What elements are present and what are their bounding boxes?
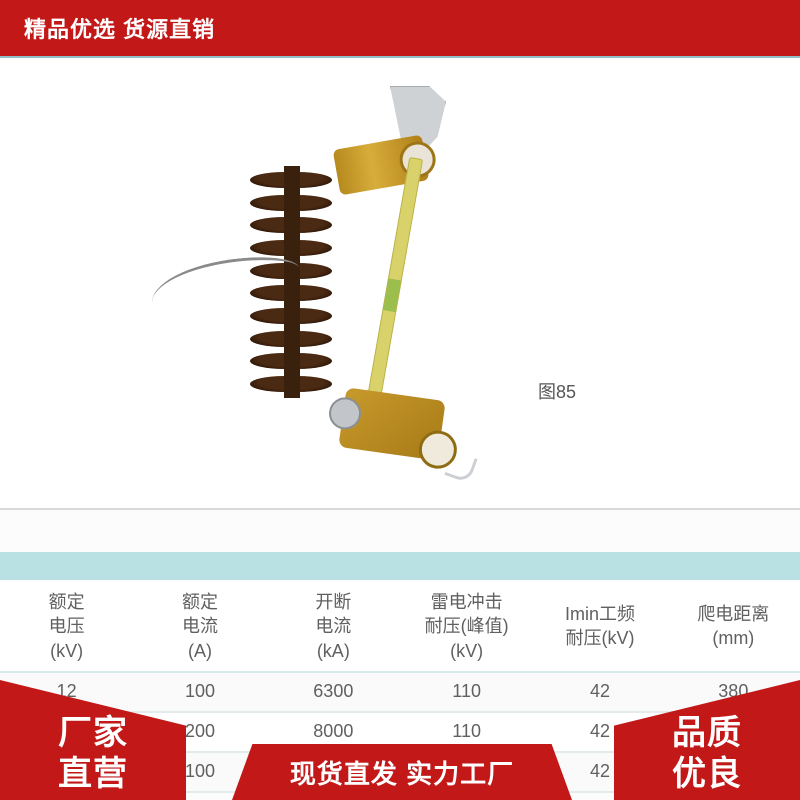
col-header-line: 耐压(kV) [565, 628, 634, 648]
col-header-line: 耐压(峰值) [425, 616, 509, 636]
cell: 42 [533, 672, 666, 712]
col-header: 雷电冲击 耐压(峰值) (kV) [400, 582, 533, 672]
col-header: Imin工频 耐压(kV) [533, 582, 666, 672]
badge-line: 优良 [672, 754, 742, 795]
badge-bottom-middle: 现货直发 实力工厂 [232, 744, 572, 800]
badge-line: 品质 [672, 713, 742, 754]
fuse-tube [363, 157, 423, 423]
col-header: 额定 电压 (kV) [0, 582, 133, 672]
cell: 110 [400, 672, 533, 712]
col-header-unit: (A) [188, 641, 212, 661]
col-header-unit: (kV) [50, 641, 83, 661]
col-header-line: 雷电冲击 [431, 592, 503, 612]
product-figure: 图85 [0, 56, 800, 510]
teal-strip [0, 552, 800, 580]
cell: 100 [133, 672, 266, 712]
lower-hinge [338, 387, 445, 460]
spec-table-header-row: 额定 电压 (kV) 额定 电流 (A) 开断 电流 (kA) 雷电冲击 耐压(… [0, 582, 800, 672]
col-header-line: 电流 [182, 616, 218, 636]
col-header-unit: (kA) [317, 641, 350, 661]
col-header-line: Imin工频 [565, 604, 635, 624]
col-header: 爬电距离 (mm) [667, 582, 800, 672]
col-header: 开断 电流 (kA) [267, 582, 400, 672]
col-header-unit: (kV) [450, 641, 483, 661]
top-banner: 精品优选 货源直销 [0, 0, 800, 56]
col-header-line: 额定 [182, 592, 218, 612]
col-header-line: 爬电距离 [697, 604, 769, 624]
col-header-line: 电压 [49, 616, 85, 636]
col-header-line: 额定 [49, 592, 85, 612]
page-root: 精品优选 货源直销 图85 [0, 0, 800, 800]
col-header: 额定 电流 (A) [133, 582, 266, 672]
col-header-line: 电流 [315, 616, 351, 636]
cell: 6300 [267, 672, 400, 712]
spec-table-head: 额定 电压 (kV) 额定 电流 (A) 开断 电流 (kA) 雷电冲击 耐压(… [0, 582, 800, 672]
badge-line: 直营 [58, 754, 128, 795]
col-header-line: 开断 [315, 592, 351, 612]
fuse-cutout-device [200, 86, 510, 476]
badge-line: 厂家 [58, 713, 128, 754]
col-header-line: (mm) [712, 628, 754, 648]
figure-label: 图85 [538, 378, 576, 404]
table-row: 12 100 6300 110 42 380 [0, 672, 800, 712]
